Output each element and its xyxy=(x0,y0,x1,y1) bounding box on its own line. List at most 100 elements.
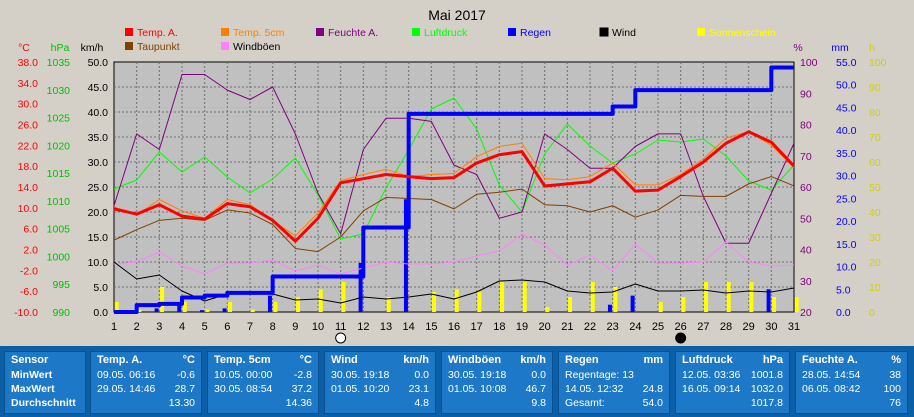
legend-swatch-3 xyxy=(412,28,420,36)
avg-label: Gesamt: xyxy=(565,397,605,409)
x-tick-label: 2 xyxy=(134,321,140,333)
tick-label-sun: 0 xyxy=(869,307,875,319)
tick-label-temp: 38.0 xyxy=(18,57,39,69)
series-line-regen xyxy=(114,65,794,314)
legend-swatch-5 xyxy=(599,27,609,37)
tick-label-wind: 45.0 xyxy=(88,82,109,94)
bar-sonnenschein-5 xyxy=(205,309,210,312)
tick-label-temp: 2.0 xyxy=(23,245,38,257)
tick-label-rain: 40.0 xyxy=(836,125,857,137)
max-value: 24.8 xyxy=(642,383,663,395)
x-tick-label: 14 xyxy=(403,321,415,333)
bar-regen-t-glich-23 xyxy=(607,304,612,312)
x-tick-label: 28 xyxy=(720,321,732,333)
x-tick-label: 12 xyxy=(357,321,369,333)
tick-label-press: 990 xyxy=(52,307,70,319)
tick-label-sun: 60 xyxy=(869,157,881,169)
tick-label-temp: 6.0 xyxy=(23,224,38,236)
tick-label-sun: 40 xyxy=(869,207,881,219)
line-series xyxy=(113,65,796,314)
tick-label-wind: 30.0 xyxy=(88,157,109,169)
min-value: 0.0 xyxy=(531,369,546,381)
x-tick-label: 8 xyxy=(270,321,276,333)
bar-regen-t-glich-12 xyxy=(358,262,363,312)
panel-unit: km/h xyxy=(403,354,429,366)
tick-label-temp: 22.0 xyxy=(18,140,39,152)
tick-label-rain: 20.0 xyxy=(836,216,857,228)
x-tick-label: 18 xyxy=(493,321,505,333)
stats-panel-regen: Regen mm Regentage: 13 14.05. 12:32 24.8 Gesa… xyxy=(558,351,670,414)
label-min: MinWert xyxy=(11,369,53,381)
stats-panel-wind: Wind km/h 30.05. 19:18 0.0 01.05. 10:20 23.1 4… xyxy=(324,351,436,414)
tick-label-rain: 25.0 xyxy=(836,193,857,205)
max-date-time: 01.05. 10:20 xyxy=(331,383,390,395)
x-tick-label: 3 xyxy=(156,321,162,333)
panel-title: Temp. 5cm xyxy=(214,354,271,366)
tick-label-sun: 30 xyxy=(869,232,881,244)
panel-title: Regen xyxy=(565,354,599,366)
x-tick-label: 19 xyxy=(516,321,528,333)
tick-label-temp: 30.0 xyxy=(18,99,39,111)
tick-label-temp: 34.0 xyxy=(18,78,39,90)
series-line-feuchte-a- xyxy=(113,74,795,244)
tick-label-wind: 20.0 xyxy=(88,207,109,219)
tick-label-temp: 26.0 xyxy=(18,120,39,132)
stats-panel-luftdruck: Luftdruck hPa 12.05. 03:36 1001.8 16.05. 09:… xyxy=(675,351,790,414)
legend-label: Feuchte A. xyxy=(328,27,378,39)
min-value: -0.6 xyxy=(176,369,195,381)
bar-regen-t-glich-14 xyxy=(403,199,408,312)
x-tick-label: 4 xyxy=(179,321,185,333)
bar-sonnenschein-10 xyxy=(318,289,323,312)
tick-label-press: 1005 xyxy=(47,224,71,236)
tick-label-press: 1025 xyxy=(47,113,71,125)
tick-label-temp: 14.0 xyxy=(18,182,39,194)
bar-sonnenschein-30 xyxy=(772,297,777,312)
avg-value: 14.36 xyxy=(285,397,312,409)
min-date-time: 30.05. 19:18 xyxy=(448,369,507,381)
max-date-time: 14.05. 12:32 xyxy=(565,383,624,395)
bar-sonnenschein-7 xyxy=(250,309,255,312)
bar-sonnenschein-20 xyxy=(545,307,550,312)
chart-legend: Temp. A. Temp. 5cm Feuchte A. Luftdruck Rege… xyxy=(125,27,776,53)
legend-label: Luftdruck xyxy=(424,27,468,39)
bar-regen-t-glich-4 xyxy=(177,305,182,312)
panel-title: Windböen xyxy=(448,354,502,366)
tick-label-hum: 70 xyxy=(800,151,812,163)
panel-title: Feuchte A. xyxy=(802,354,858,366)
x-tick-label: 16 xyxy=(448,321,460,333)
label-avg: Durchschnitt xyxy=(11,397,76,409)
bar-sonnenschein-19 xyxy=(522,282,527,312)
axis-unit-wind: km/h xyxy=(81,42,104,54)
max-date-time: 16.05. 09:14 xyxy=(682,383,741,395)
moon-full-icon xyxy=(335,332,347,344)
tick-label-sun: 50 xyxy=(869,182,881,194)
legend-swatch-1 xyxy=(221,28,229,36)
bar-sonnenschein-27 xyxy=(704,282,709,312)
tick-label-hum: 30 xyxy=(800,276,812,288)
label-sensor: Sensor xyxy=(11,354,49,366)
bar-regen-t-glich-3 xyxy=(154,308,159,312)
tick-label-press: 1030 xyxy=(47,85,71,97)
max-value: 100 xyxy=(883,383,901,395)
axis-unit-sun: h xyxy=(869,42,875,54)
x-tick-label: 11 xyxy=(335,321,346,333)
tick-label-hum: 50 xyxy=(800,213,812,225)
bar-sonnenschein-2 xyxy=(137,309,142,312)
bar-regen-t-glich-5 xyxy=(199,310,204,312)
tick-label-temp: -6.0 xyxy=(20,286,38,298)
tick-label-hum: 60 xyxy=(800,182,812,194)
x-tick-label: 24 xyxy=(629,321,641,333)
bar-sonnenschein-31 xyxy=(794,297,799,312)
series-line-luftdruck xyxy=(113,97,795,240)
legend-swatch-4 xyxy=(508,28,516,36)
stats-row-labels: Sensor MinWert MaxWert Durchschnitt xyxy=(4,351,86,414)
legend-label: Sonnenschein xyxy=(709,27,776,39)
x-tick-label: 25 xyxy=(652,321,664,333)
avg-value: 9.8 xyxy=(531,397,546,409)
legend-swatch-2 xyxy=(316,28,324,36)
bar-sonnenschein-9 xyxy=(296,297,301,312)
series-line-temp-5cm xyxy=(113,131,795,237)
bar-sonnenschein-16 xyxy=(454,289,459,312)
panel-title: Luftdruck xyxy=(682,354,733,366)
tick-label-wind: 25.0 xyxy=(88,182,109,194)
